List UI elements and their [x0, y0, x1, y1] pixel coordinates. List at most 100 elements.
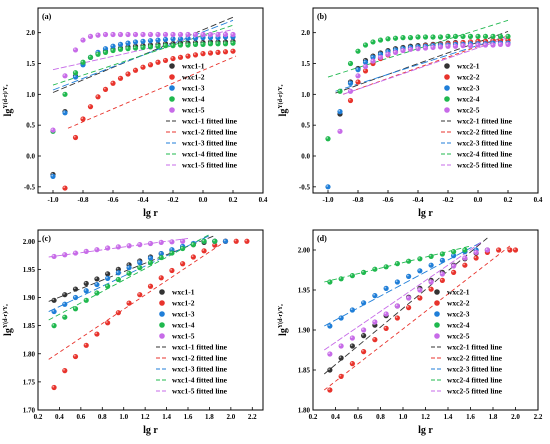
data-point-highlight [216, 50, 219, 53]
data-point-highlight [356, 67, 359, 70]
data-point [325, 184, 331, 190]
data-point [105, 283, 111, 289]
data-point [140, 31, 146, 38]
data-point [383, 285, 389, 291]
chart-panel-4: 0.2 0.4 0.6 0.8 1.0 1.2 1.4 1.6 1.8 2.0 2.2 1.80 1.8… [277, 229, 543, 436]
y-tick-label: -0.5 [299, 183, 311, 191]
chart-panel-1: -1.0 -0.8 -0.6 -0.4 -0.2 0.0 0.2 0.4 -0.5 0.0 0.5 1… [2, 7, 268, 219]
data-point [102, 86, 109, 92]
legend-label: wxc2-2 fitted line [447, 354, 503, 363]
data-point-highlight [126, 72, 129, 75]
data-point-highlight [180, 262, 183, 264]
fitted-line-1 [323, 237, 488, 375]
fitted-line-1 [335, 31, 509, 94]
data-point-highlight [52, 385, 55, 388]
data-point-highlight [453, 44, 456, 47]
data-point-highlight [384, 326, 387, 329]
data-point-highlight [193, 32, 196, 35]
data-point [400, 35, 406, 41]
data-point-highlight [363, 64, 366, 67]
data-point-highlight [418, 257, 420, 259]
data-point-highlight [483, 43, 486, 46]
data-point-highlight [191, 242, 194, 245]
data-point-highlight [393, 50, 396, 53]
x-tick-label: 0.6 [354, 413, 363, 421]
x-tick-label: 2.2 [534, 413, 543, 421]
legend-label: wxc1-5 fitted line [172, 387, 228, 396]
data-point [185, 53, 191, 59]
data-point-highlight [438, 45, 441, 47]
data-point-highlight [148, 260, 151, 263]
data-point-highlight [476, 34, 479, 37]
data-point-highlight [148, 38, 151, 41]
series-4-points [327, 247, 468, 285]
data-point-highlight [474, 248, 477, 251]
data-point [337, 109, 343, 115]
data-point [185, 31, 191, 38]
panel-tag: (d) [317, 234, 327, 243]
data-point [125, 71, 131, 77]
data-point [430, 44, 436, 51]
data-point [83, 280, 89, 287]
plot-area [48, 234, 250, 391]
data-point [200, 31, 206, 38]
legend-marker [159, 289, 165, 295]
data-point-highlight [476, 43, 479, 46]
data-point [230, 48, 236, 54]
data-point [212, 238, 218, 244]
data-point-highlight [163, 32, 166, 35]
data-point [422, 45, 429, 51]
legend-label: wxc2-4 fitted line [457, 150, 513, 159]
data-point-highlight [156, 38, 159, 41]
x-tick-label: 0.2 [504, 196, 513, 204]
data-point [462, 247, 468, 253]
y-tick-label: 0.0 [301, 153, 310, 161]
data-point-highlight [73, 354, 76, 357]
data-point-highlight [395, 261, 398, 264]
data-point [110, 47, 116, 54]
fitted-line-1 [52, 16, 234, 93]
x-axis-label: lg r [418, 208, 433, 219]
data-point [117, 46, 124, 52]
data-point [428, 279, 434, 285]
data-point-highlight [148, 284, 151, 287]
data-point [428, 286, 434, 292]
data-point-highlight [159, 276, 162, 278]
data-point-highlight [406, 305, 409, 308]
data-point [155, 43, 161, 49]
data-point [62, 292, 68, 298]
data-point-highlight [127, 244, 130, 246]
legend-label: wxc1-1 fitted line [182, 117, 238, 126]
data-point [222, 31, 229, 38]
data-point [475, 33, 481, 39]
data-point-highlight [408, 35, 411, 38]
data-point-highlight [386, 37, 389, 39]
data-point [62, 301, 68, 307]
data-point-highlight [213, 243, 215, 246]
data-point [200, 41, 206, 47]
data-point [406, 295, 412, 301]
y-axis-label-superscript: Y(d-r)/Y₀ [277, 304, 284, 328]
x-tick-label: 2.0 [511, 413, 520, 421]
data-point-highlight [371, 40, 374, 43]
data-point [192, 52, 199, 58]
data-point-highlight [463, 263, 465, 266]
data-point [383, 264, 389, 270]
data-point-highlight [52, 323, 55, 326]
x-tick-label: 1.8 [489, 413, 498, 421]
data-point-highlight [328, 388, 330, 391]
data-point-highlight [378, 38, 381, 41]
data-point-highlight [156, 60, 159, 63]
series-3-points [327, 247, 479, 329]
data-point-highlight [81, 38, 84, 41]
data-point [115, 270, 121, 276]
data-point-highlight [384, 286, 387, 289]
x-tick-label: 1.8 [205, 413, 214, 421]
x-tick-label: -0.6 [107, 196, 119, 204]
legend-marker [444, 74, 450, 80]
data-point-highlight [496, 248, 499, 251]
data-point-highlight [178, 32, 181, 35]
data-point [140, 38, 146, 44]
data-point-highlight [180, 244, 183, 247]
series-2-points [62, 48, 236, 191]
